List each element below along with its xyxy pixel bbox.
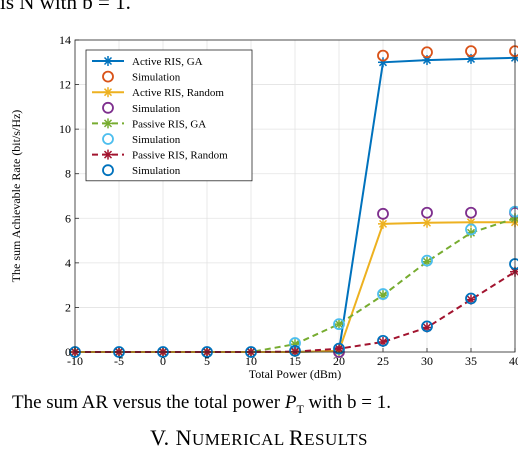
data-point-circle bbox=[509, 258, 518, 270]
legend-entry: Passive RIS, GA bbox=[92, 118, 206, 130]
legend-star-marker bbox=[103, 149, 113, 160]
data-point-circle bbox=[377, 334, 389, 347]
data-point-star bbox=[378, 218, 388, 229]
data-point-circle bbox=[421, 254, 433, 267]
legend-label: Simulation bbox=[132, 72, 181, 84]
series-2 bbox=[70, 217, 518, 357]
x-tick-label: -5 bbox=[114, 354, 124, 368]
data-point-circle bbox=[289, 344, 301, 357]
data-point-circle bbox=[465, 223, 477, 236]
data-point-circle bbox=[377, 207, 389, 220]
x-tick-labels: -10 -5 0 5 10 15 20 25 30 35 40 bbox=[67, 354, 518, 368]
legend-label: Passive RIS, Random bbox=[132, 150, 228, 162]
legend-circle-marker bbox=[102, 164, 114, 177]
x-tick-label: 15 bbox=[289, 354, 301, 368]
x-tick-label: 25 bbox=[377, 354, 389, 368]
legend-entry: Simulation bbox=[102, 70, 181, 84]
chart-legend: Active RIS, GA Simulation Active RIS, Rand… bbox=[85, 49, 253, 182]
data-point-circle bbox=[333, 342, 345, 355]
y-tick-label: 4 bbox=[65, 256, 71, 270]
legend-circle-marker bbox=[102, 133, 114, 145]
data-point-circle bbox=[509, 45, 518, 58]
series-4 bbox=[70, 213, 518, 357]
section-heading: V. NUMERICAL RESULTS bbox=[150, 425, 368, 450]
data-point-star bbox=[334, 319, 344, 330]
y-tick-labels: 0 2 4 6 8 10 12 14 bbox=[59, 33, 71, 359]
legend-circle-marker bbox=[102, 70, 114, 83]
y-axis-label: The sum Achievable Rate (bit/s/Hz) bbox=[9, 110, 23, 283]
legend-label: Simulation bbox=[132, 134, 181, 146]
y-tick-label: 0 bbox=[65, 345, 71, 359]
legend-entry: Active RIS, GA bbox=[92, 56, 203, 68]
legend-box bbox=[85, 49, 253, 182]
x-tick-label: 35 bbox=[465, 354, 477, 368]
legend-label: Simulation bbox=[132, 103, 181, 115]
legend-circle-marker bbox=[102, 101, 114, 114]
data-point-circle bbox=[333, 318, 345, 331]
data-point-circle bbox=[465, 45, 477, 58]
legend-label: Passive RIS, GA bbox=[132, 118, 206, 130]
legend-label: Simulation bbox=[132, 165, 181, 177]
legend-entry: Active RIS, Random bbox=[92, 87, 224, 99]
y-tick-label: 14 bbox=[59, 33, 71, 47]
data-point-circle bbox=[421, 206, 433, 219]
legend-entry: Simulation bbox=[102, 133, 181, 146]
data-point-circle bbox=[377, 288, 389, 300]
y-tick-label: 8 bbox=[65, 167, 71, 181]
x-axis-label: Total Power (dBm) bbox=[249, 367, 341, 381]
data-point-circle bbox=[465, 206, 477, 219]
data-point-star bbox=[290, 346, 300, 357]
figure-caption: The sum AR versus the total power PT wit… bbox=[12, 392, 392, 416]
data-point-circle bbox=[421, 46, 433, 59]
legend-entry: Simulation bbox=[102, 101, 181, 115]
sum-rate-chart: -10 -5 0 5 10 15 20 25 30 35 40 0 2 4 6 8 10 12 14 Total … bbox=[9, 33, 518, 381]
y-tick-label: 2 bbox=[65, 300, 71, 314]
x-tick-label: 40 bbox=[509, 354, 518, 368]
data-point-circle bbox=[421, 320, 433, 333]
legend-entry: Passive RIS, Random bbox=[92, 149, 228, 162]
x-tick-label: 10 bbox=[245, 354, 257, 368]
legend-entry: Simulation bbox=[102, 164, 181, 177]
y-tick-label: 6 bbox=[65, 211, 71, 225]
y-tick-label: 10 bbox=[59, 122, 71, 136]
legend-label: Active RIS, GA bbox=[132, 56, 203, 68]
x-tick-label: 30 bbox=[421, 354, 433, 368]
data-point-circle bbox=[377, 49, 389, 62]
data-point-circle bbox=[465, 292, 477, 305]
preceding-text-fragment: is N with b = 1. bbox=[0, 0, 131, 14]
legend-star-marker bbox=[103, 118, 113, 129]
data-point-star bbox=[422, 217, 432, 228]
legend-star-marker bbox=[103, 87, 113, 98]
x-tick-label: 20 bbox=[333, 354, 345, 368]
legend-label: Active RIS, Random bbox=[132, 87, 224, 99]
series-3 bbox=[333, 206, 518, 358]
plot-frame bbox=[74, 39, 516, 353]
data-point-star bbox=[334, 343, 344, 354]
x-tick-label: 5 bbox=[204, 354, 210, 368]
legend-star-marker bbox=[103, 56, 113, 66]
y-tick-label: 12 bbox=[59, 78, 71, 92]
x-tick-label: 0 bbox=[160, 354, 166, 368]
x-tick-label: -10 bbox=[67, 354, 83, 368]
